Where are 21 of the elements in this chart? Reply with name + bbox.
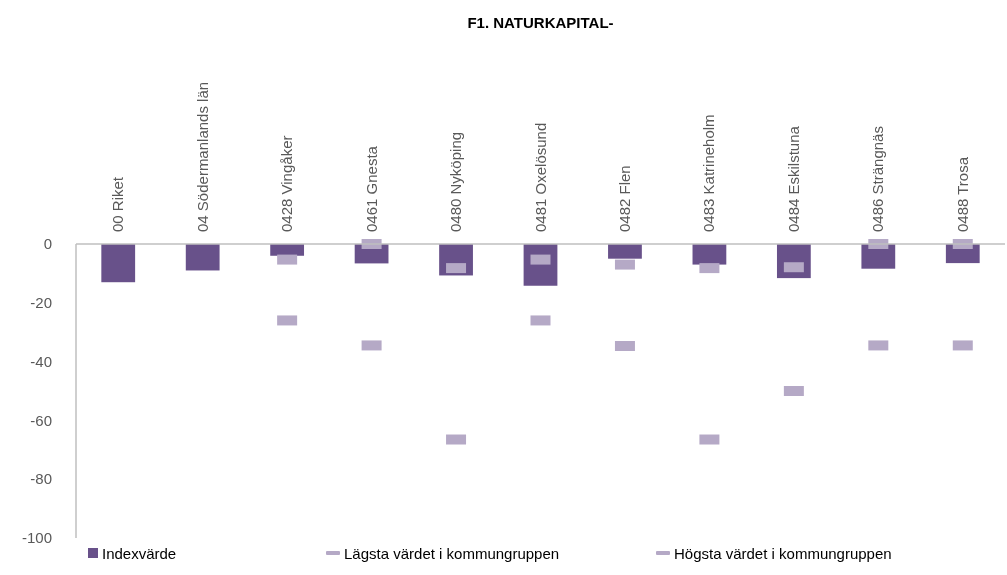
x-tick-label: 0428 Vingåker bbox=[278, 135, 296, 232]
x-tick-label: 0482 Flen bbox=[615, 165, 633, 232]
x-tick-label: 0483 Katrineholm bbox=[700, 114, 718, 232]
x-tick-label: 0480 Nyköping bbox=[447, 131, 465, 232]
y-tick-label: 0 bbox=[43, 235, 52, 253]
y-tick-label: -80 bbox=[30, 470, 52, 488]
x-tick-label: 04 Södermanlands län bbox=[193, 81, 211, 232]
legend-label: Lägsta värdet i kommungruppen bbox=[344, 545, 560, 563]
x-tick-label: 0481 Oxelösund bbox=[531, 122, 549, 232]
y-tick-label: -100 bbox=[21, 529, 52, 547]
x-tick-label: 0484 Eskilstuna bbox=[784, 125, 802, 232]
legend-label: Högsta värdet i kommungruppen bbox=[674, 545, 892, 563]
x-tick-label: 0461 Gnesta bbox=[362, 145, 380, 232]
y-tick-label: -40 bbox=[30, 352, 52, 370]
chart-title: F1. NATURKAPITAL- bbox=[467, 14, 614, 31]
x-tick-label: 0486 Strängnäs bbox=[869, 126, 887, 232]
legend-label: Indexvärde bbox=[102, 545, 177, 563]
y-tick-label: -60 bbox=[30, 411, 52, 429]
y-tick-label: -20 bbox=[30, 294, 52, 312]
x-tick-label: 0488 Trosa bbox=[953, 156, 971, 232]
x-tick-label: 00 Riket bbox=[109, 176, 127, 232]
